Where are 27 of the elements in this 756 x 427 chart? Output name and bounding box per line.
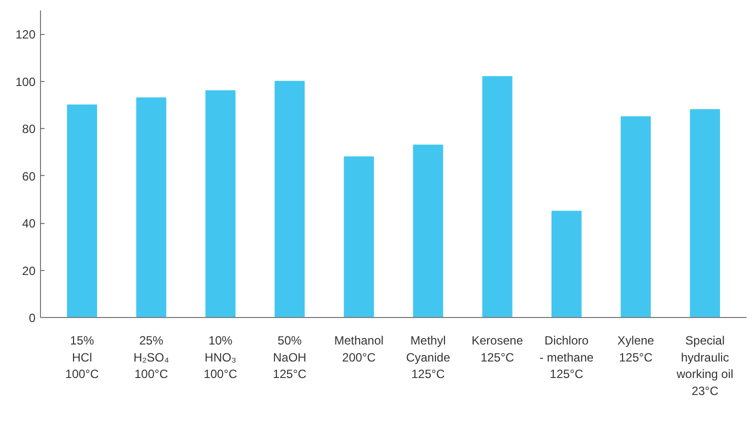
bar <box>344 156 374 318</box>
y-tick-label: 20 <box>22 264 36 278</box>
bar <box>274 80 305 318</box>
y-tick-label: 40 <box>22 216 36 231</box>
y-tick-label: 0 <box>28 311 36 325</box>
x-tick-label: Methyl Cyanide 125°C <box>406 334 450 382</box>
x-tick-label: 25% H₂SO₄ 100°C <box>133 334 170 382</box>
bar <box>620 116 651 318</box>
x-tick-label: Methanol 200°C <box>334 334 384 364</box>
x-tick-label: Special hydraulic working oil 23°C <box>676 334 734 398</box>
bar <box>482 76 512 318</box>
y-tick-label: 80 <box>22 122 36 136</box>
bar <box>136 97 166 318</box>
y-tick-label: 120 <box>15 28 36 42</box>
bar <box>690 109 720 318</box>
y-tick-label: 100 <box>15 74 36 89</box>
x-tick-label: 50% NaOH 125°C <box>272 334 307 382</box>
x-tick-label: 15% HCl 100°C <box>65 334 100 382</box>
bar <box>66 104 98 318</box>
x-tick-label: Kerosene 125°C <box>472 334 524 364</box>
bar <box>552 210 582 318</box>
bar <box>205 90 236 318</box>
bar <box>413 144 444 318</box>
y-tick-label: 60 <box>22 169 36 184</box>
x-tick-label: 10% HNO₃ 100°C <box>204 334 238 382</box>
x-tick-label: Xylene 125°C <box>617 334 654 364</box>
x-tick-label: Dichloro - methane 125°C <box>540 334 594 382</box>
